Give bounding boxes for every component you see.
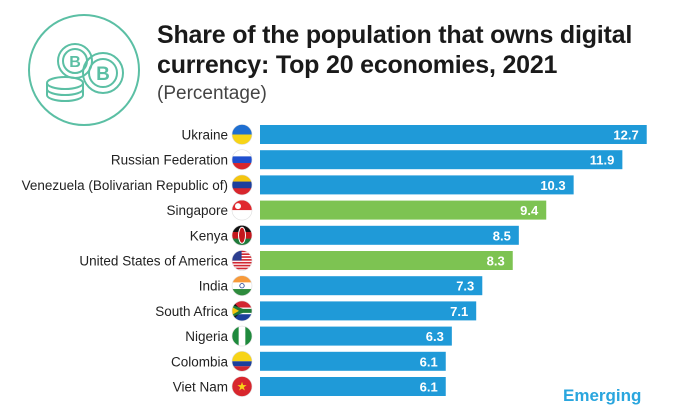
bar (260, 301, 477, 321)
category-label: Ukraine (181, 128, 228, 143)
bar-row: South Africa 7.1 (155, 300, 477, 322)
category-label: India (199, 279, 229, 294)
bar-row: Kenya 8.5 (190, 225, 519, 246)
flag-icon (231, 350, 253, 372)
value-label: 7.3 (456, 279, 474, 294)
flag-icon (231, 124, 253, 145)
bar-row: United States of America 8.3 (79, 250, 513, 271)
bar (260, 225, 519, 245)
bar-row: Ukraine 12.7 (181, 124, 647, 145)
category-label: Viet Nam (173, 380, 228, 395)
flag-icon (231, 250, 253, 271)
flag-icon (231, 275, 253, 297)
value-label: 8.3 (487, 254, 505, 269)
category-label: Singapore (166, 203, 228, 218)
bar-row: Viet Nam ★ 6.1 (173, 376, 446, 397)
category-label: Kenya (190, 228, 229, 243)
value-label: 10.3 (540, 178, 565, 193)
value-label: 7.1 (450, 304, 468, 319)
category-label: Russian Federation (111, 153, 228, 168)
chart-subtitle: (Percentage) (157, 83, 267, 104)
bar-row: Nigeria 6.3 (185, 325, 452, 347)
bitcoin-coins-icon: B B (28, 14, 140, 126)
value-label: 11.9 (590, 153, 615, 168)
bar (260, 175, 574, 195)
brand-logo-text: Emerging (563, 386, 642, 405)
flag-icon (231, 325, 253, 347)
flag-icon (231, 149, 253, 170)
chart-title: Share of the population that owns digita… (157, 21, 633, 79)
value-label: 6.1 (420, 380, 438, 395)
bar-row: Venezuela (Bolivarian Republic of) 10.3 (22, 174, 574, 196)
category-label: Colombia (171, 354, 229, 369)
bar (260, 125, 647, 144)
value-label: 12.7 (613, 128, 638, 143)
value-label: 6.3 (426, 329, 444, 344)
bar-row: Russian Federation 11.9 (111, 149, 623, 170)
svg-text:B: B (69, 54, 81, 71)
bar (260, 200, 547, 220)
value-label: 9.4 (520, 203, 539, 218)
flag-icon (231, 174, 253, 196)
category-label: South Africa (155, 304, 228, 319)
bar (260, 251, 513, 270)
bar (260, 377, 446, 396)
category-label: United States of America (79, 254, 228, 269)
value-label: 6.1 (420, 354, 438, 369)
bar-row: India 7.3 (199, 275, 483, 297)
flag-icon (231, 199, 253, 221)
flag-icon: ★ (231, 376, 253, 397)
bar (260, 326, 452, 346)
svg-text:B: B (96, 64, 110, 85)
svg-text:★: ★ (237, 380, 248, 394)
flag-icon (231, 225, 253, 246)
bar (260, 351, 446, 371)
category-label: Venezuela (Bolivarian Republic of) (22, 178, 228, 193)
bar (260, 276, 483, 296)
category-label: Nigeria (185, 329, 228, 344)
value-label: 8.5 (493, 228, 511, 243)
flag-icon (231, 300, 253, 322)
bar-row: Singapore 9.4 (166, 199, 547, 221)
bar (260, 150, 623, 170)
bar-row: Colombia 6.1 (171, 350, 446, 372)
